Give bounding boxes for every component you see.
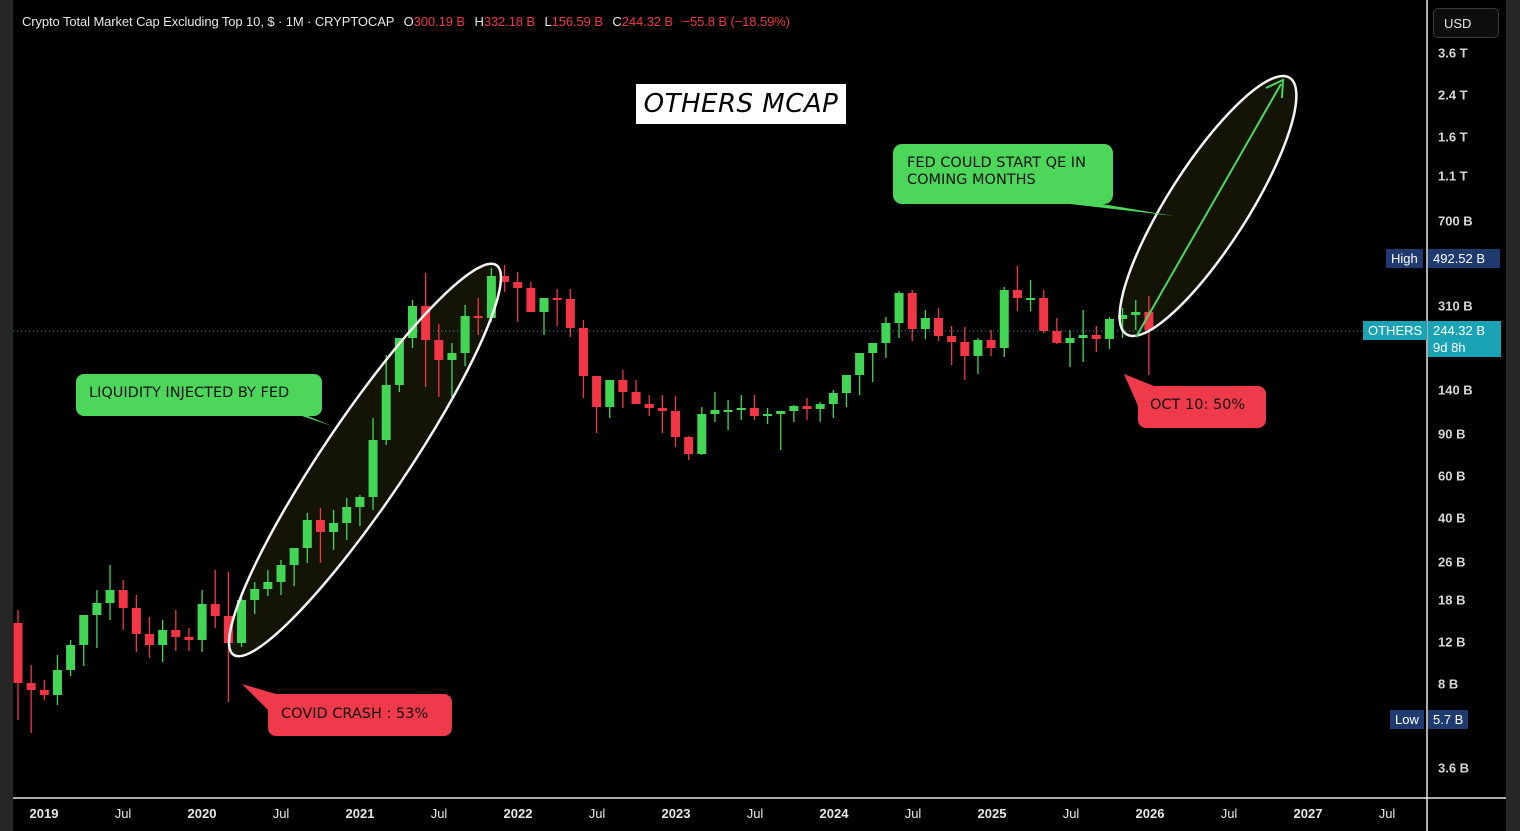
price-tick: 2.4 T (1438, 87, 1468, 103)
chart-title-annotation: OTHERS MCAP (636, 84, 846, 124)
arrow-head-icon (1265, 78, 1285, 99)
oct10-callout-text: OCT 10: 50% (1150, 397, 1246, 413)
low-tag-label: Low (1390, 710, 1424, 729)
projection-arrow (1135, 83, 1282, 338)
time-tick: 2024 (819, 806, 849, 821)
last-price-tag: 244.32 B 9d 8h (1428, 321, 1501, 357)
price-tick: 3.6 T (1438, 45, 1468, 61)
bar-countdown: 9d 8h (1433, 340, 1466, 355)
liquidity-ellipse (227, 262, 503, 658)
high-value: 332.18 B (483, 14, 535, 29)
time-tick: Jul (1378, 806, 1396, 821)
symbol-title[interactable]: Crypto Total Market Cap Excluding Top 10… (22, 14, 395, 29)
time-tick: Jul (430, 806, 448, 821)
time-tick: 2025 (977, 806, 1007, 821)
price-tick: 8 B (1438, 676, 1459, 692)
high-tag-value: 492.52 B (1428, 249, 1500, 268)
time-tick: Jul (588, 806, 606, 821)
price-tick: 3.6 B (1438, 760, 1470, 776)
close-value: 244.32 B (621, 14, 673, 29)
price-tick: 60 B (1438, 468, 1466, 484)
price-tick: 12 B (1438, 634, 1466, 650)
price-tick: 90 B (1438, 426, 1466, 442)
low-tag-value: 5.7 B (1428, 710, 1469, 729)
price-tick: 700 B (1438, 213, 1473, 229)
time-tick: 2023 (661, 806, 691, 821)
last-symbol-tag: OTHERS (1363, 321, 1428, 340)
time-tick: Jul (746, 806, 764, 821)
price-tick: 40 B (1438, 510, 1466, 526)
time-tick: Jul (1062, 806, 1080, 821)
last-price-value: 244.32 B (1433, 323, 1486, 338)
symbol-legend: Crypto Total Market Cap Excluding Top 10… (22, 14, 790, 29)
liquidity-callout-text: LIQUIDITY INJECTED BY FED (89, 385, 290, 401)
time-tick: 2027 (1293, 806, 1323, 821)
price-tick: 1.1 T (1438, 168, 1468, 184)
time-tick: 2022 (503, 806, 533, 821)
time-tick: Jul (1220, 806, 1238, 821)
time-tick: 2026 (1135, 806, 1165, 821)
time-tick: 2019 (29, 806, 59, 821)
time-tick: Jul (272, 806, 290, 821)
projection-ellipse (1118, 74, 1298, 338)
change-value: −55.8 B (−18.59%) (682, 14, 790, 29)
time-tick: Jul (904, 806, 922, 821)
price-tick: 1.6 T (1438, 129, 1468, 145)
low-value: 156.59 B (551, 14, 603, 29)
candles (13, 265, 1154, 733)
open-value: 300.19 B (413, 14, 465, 29)
price-tick: 140 B (1438, 382, 1473, 398)
fed-qe-callout-text: FED COULD START QE IN COMING MONTHS (907, 155, 1086, 188)
high-tag-label: High (1386, 249, 1423, 268)
covid-callout-text: COVID CRASH : 53% (281, 706, 429, 722)
time-tick: Jul (114, 806, 132, 821)
currency-button[interactable]: USD (1433, 8, 1499, 38)
time-tick: 2020 (187, 806, 217, 821)
price-tick: 26 B (1438, 554, 1466, 570)
price-tick: 310 B (1438, 298, 1473, 314)
price-tick: 18 B (1438, 592, 1466, 608)
time-tick: 2021 (345, 806, 375, 821)
